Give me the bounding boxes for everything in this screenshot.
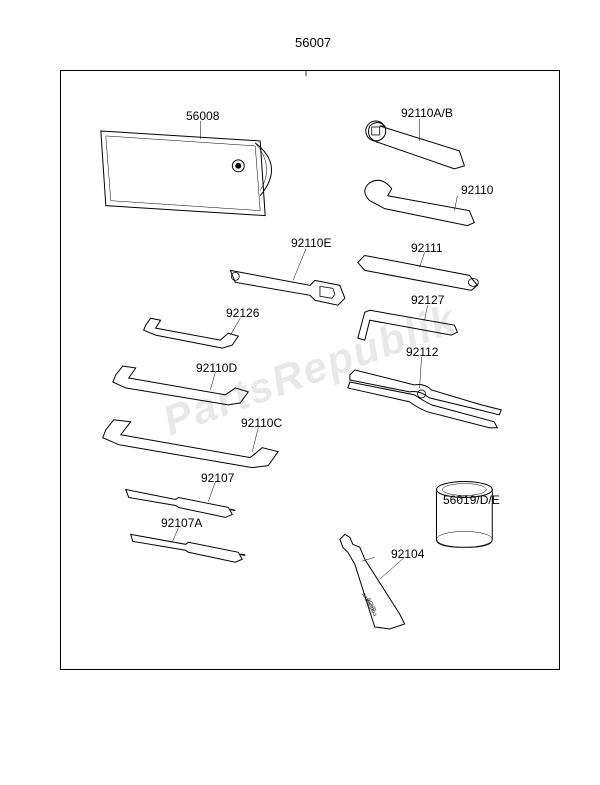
label-medium-wrench: 92110D (196, 361, 237, 375)
label-hex-wrench: 92127 (411, 293, 444, 307)
header-reference: 56007 (295, 35, 331, 50)
label-small-wrench: 92126 (226, 306, 259, 320)
label-screwdriver-handle: 92111 (411, 241, 443, 255)
label-hook-wrench: 92110 (461, 183, 493, 197)
labels-layer: 56008 92110A/B 92110 92110E 92111 92127 … (61, 71, 559, 669)
label-spark-plug-wrench: 92110E (291, 236, 331, 250)
label-bond-tube: 92104 (391, 547, 424, 561)
label-ring-wrench: 92110A/B (401, 106, 453, 120)
label-screwdriver1: 92107 (201, 471, 234, 485)
label-grease-can: 56019/D/E (443, 493, 500, 507)
diagram-frame: PartsRepublik (60, 70, 560, 670)
label-screwdriver2: 92107A (161, 516, 202, 530)
label-tool-bag: 56008 (186, 109, 219, 123)
label-large-wrench: 92110C (241, 416, 282, 430)
label-pliers: 92112 (406, 345, 438, 359)
